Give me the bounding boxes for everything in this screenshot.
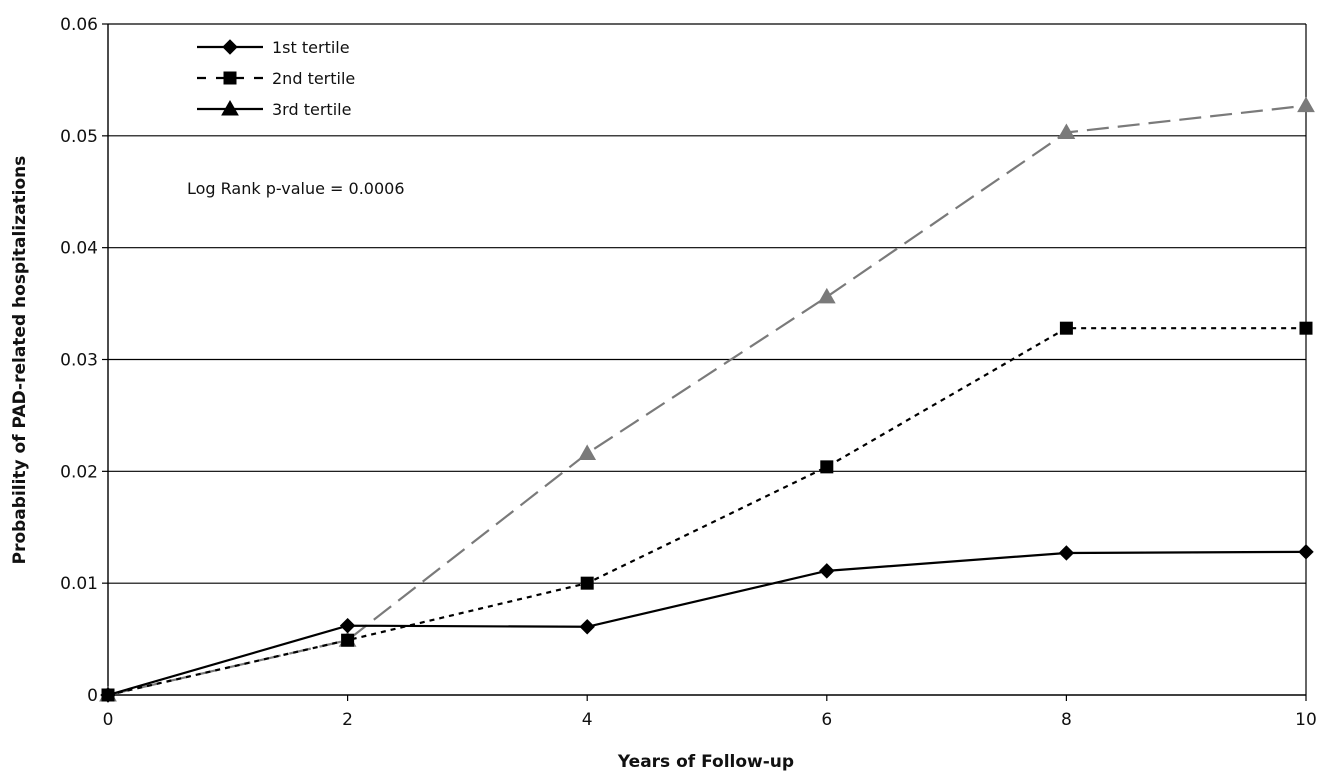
grid-lines	[108, 23, 1306, 584]
y-tick-label: 0.04	[60, 239, 98, 259]
y-tick-label: 0	[87, 686, 98, 706]
data-point	[339, 617, 356, 634]
data-point	[579, 619, 595, 635]
series-line	[107, 327, 1306, 697]
y-axis-title: Probability of PAD-related hospitalizati…	[10, 156, 30, 565]
x-tick-label: 6	[821, 710, 832, 730]
x-tick-label: 4	[582, 710, 593, 730]
legend-label: 1st tertile	[272, 38, 350, 57]
y-tick-label: 0.05	[60, 127, 98, 147]
x-tick-labels: 0 2 4 6 8 10	[103, 710, 1317, 730]
data-point	[578, 444, 597, 460]
y-tick-labels: 0 0.01 0.02 0.03 0.04 0.05 0.06	[60, 15, 98, 706]
series-layer	[99, 96, 1315, 703]
y-tick-label: 0.02	[60, 462, 98, 482]
data-point	[820, 460, 834, 474]
series-line	[107, 550, 1307, 697]
data-point	[1058, 545, 1075, 561]
data-point	[817, 287, 836, 304]
legend-entry-2: 2nd tertile	[197, 69, 355, 88]
legend-entry-1: 1st tertile	[197, 38, 350, 57]
y-tick-label: 0.01	[60, 574, 98, 594]
x-tick-label: 2	[342, 710, 353, 730]
axes	[102, 23, 1307, 701]
data-point	[1299, 321, 1313, 335]
data-point	[1059, 321, 1073, 335]
log-rank-annotation: Log Rank p-value = 0.0006	[187, 179, 405, 198]
x-axis-title: Years of Follow-up	[617, 752, 794, 772]
legend-marker	[221, 99, 239, 116]
data-point	[1057, 123, 1076, 139]
data-point	[580, 576, 594, 590]
y-tick-label: 0.06	[60, 15, 98, 35]
x-tick-label: 10	[1295, 710, 1317, 730]
legend-label: 2nd tertile	[272, 69, 355, 88]
data-point	[1298, 544, 1314, 560]
data-point	[341, 633, 355, 647]
legend: 1st tertile 2nd tertile 3rd tertile	[197, 38, 355, 119]
legend-marker	[222, 39, 238, 55]
legend-label: 3rd tertile	[272, 100, 351, 119]
y-tick-label: 0.03	[60, 351, 98, 371]
data-point	[819, 563, 835, 579]
legend-marker	[223, 71, 237, 85]
x-tick-label: 0	[103, 710, 114, 730]
x-tick-label: 8	[1061, 710, 1072, 730]
legend-entry-3: 3rd tertile	[197, 99, 351, 119]
data-point	[100, 687, 116, 703]
data-point	[1297, 96, 1315, 113]
series-1	[100, 544, 1314, 703]
